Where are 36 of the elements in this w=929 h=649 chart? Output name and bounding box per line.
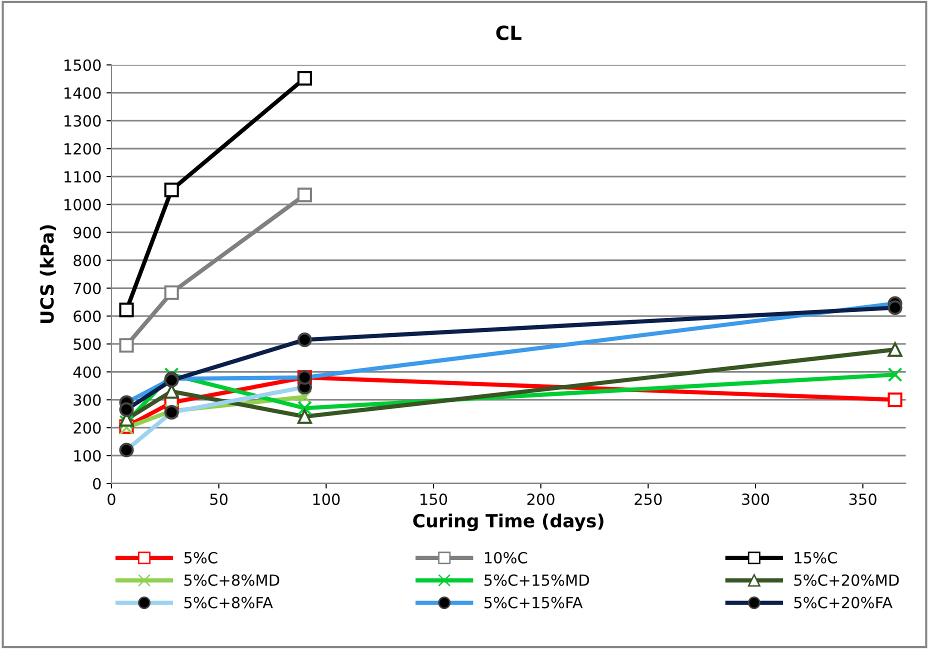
y-tick-label: 1100 <box>64 170 101 183</box>
y-axis-title: UCS (kPa) <box>40 225 56 324</box>
legend-label: 5%C+20%MD <box>794 574 899 586</box>
y-tick-label: 700 <box>74 282 101 294</box>
y-tick-label: 0 <box>93 478 101 490</box>
y-tick-label: 1200 <box>64 143 101 155</box>
y-tick-label: 600 <box>74 310 101 322</box>
legend-label: 5%C+8%MD <box>184 574 280 586</box>
y-tick-label: 400 <box>73 366 101 378</box>
legend-label: 5%C+8%FA <box>184 596 273 608</box>
y-tick-label: 1500 <box>64 59 101 71</box>
y-tick-label: 1300 <box>64 115 101 127</box>
x-tick-label: 200 <box>527 493 554 506</box>
y-tick-label: 200 <box>74 422 101 434</box>
x-tick-label: 150 <box>420 493 448 506</box>
x-tick-label: 250 <box>634 493 662 506</box>
x-tick-label: 100 <box>313 493 340 506</box>
y-tick-label: 300 <box>74 394 101 406</box>
y-tick-label: 1400 <box>64 87 101 99</box>
x-tick-label: 300 <box>742 493 770 506</box>
legend-label: 5%C+15%FA <box>484 596 583 608</box>
legend-label: 5%C+20%FA <box>794 596 892 608</box>
x-tick-label: 0 <box>108 493 116 506</box>
x-tick-label: 50 <box>210 493 228 506</box>
y-tick-label: 500 <box>74 338 101 350</box>
legend-label: 5%C <box>184 552 218 564</box>
legend-label: 10%C <box>484 552 528 564</box>
y-tick-label: 1000 <box>64 198 101 210</box>
legend-label: 15%C <box>794 552 837 564</box>
y-tick-label: 900 <box>74 226 101 238</box>
chart-title: CL <box>496 25 522 40</box>
y-tick-label: 100 <box>74 450 101 462</box>
y-tick-label: 800 <box>74 254 101 266</box>
legend-label: 5%C+15%MD <box>484 574 590 586</box>
x-axis-title: Curing Time (days) <box>413 514 604 532</box>
x-tick-label: 350 <box>849 493 876 506</box>
